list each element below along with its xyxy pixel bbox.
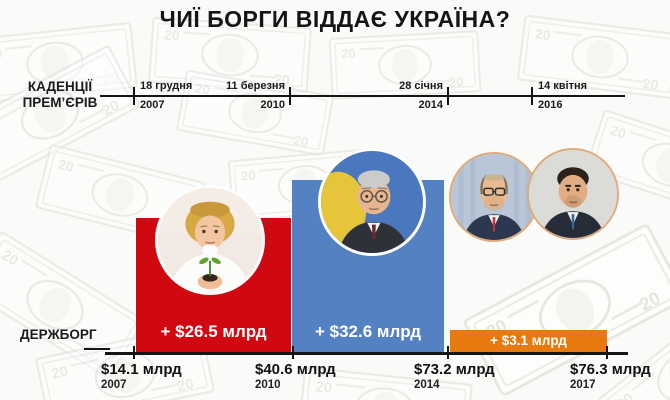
debt-axis-tick-2007 (133, 346, 135, 359)
timeline-date: 11 березня (226, 80, 285, 92)
debt-axis (105, 352, 628, 355)
timeline-year: 2016 (538, 99, 563, 111)
debt-value: $76.3 млрд (570, 361, 651, 378)
groysman-photo (527, 148, 619, 240)
debt-axis-point: $73.2 млрд 2014 (414, 361, 534, 391)
debt-year: 2007 (101, 379, 127, 391)
yatsenyuk-portrait-drawing (451, 154, 537, 240)
debt-axis-tick-2017 (606, 346, 608, 359)
debt-bar-orange-label: + $3.1 млрд (490, 333, 567, 348)
tymoshenko-photo (155, 185, 265, 295)
timeline-date: 28 січня (399, 80, 443, 92)
debt-axis-tick-2010 (292, 346, 294, 359)
page-title: ЧИЇ БОРГИ ВІДДАЄ УКРАЇНА? (159, 6, 511, 32)
timeline-label-line1: КАДЕНЦІЇ (27, 79, 93, 94)
azarov-portrait-drawing (321, 151, 423, 253)
timeline-year: 2007 (140, 99, 165, 111)
debt-axis-label: ДЕРЖБОРГ (20, 327, 97, 342)
money-bill-decor (0, 9, 160, 221)
debt-year: 2014 (414, 379, 440, 391)
debt-bar-red-label: + $26.5 млрд (160, 322, 267, 341)
groysman-portrait-drawing (529, 150, 617, 238)
timeline-label: КАДЕНЦІЇ ПРЕМ’ЄРІВ (14, 79, 106, 111)
debt-axis-point: $14.1 млрд 2007 (101, 361, 221, 391)
timeline-tick-2007 (133, 87, 135, 105)
debt-value: $40.6 млрд (255, 361, 336, 378)
debt-bar-orange: + $3.1 млрд (450, 330, 607, 353)
debt-axis-point: $76.3 млрд 2017 (570, 361, 670, 391)
debt-value: $73.2 млрд (414, 361, 495, 378)
debt-axis-point: $40.6 млрд 2010 (255, 361, 375, 391)
timeline-year: 2010 (260, 99, 285, 111)
timeline-date: 18 грудня (140, 80, 193, 92)
timeline-tick-2014 (447, 87, 449, 105)
debt-year: 2017 (570, 379, 596, 391)
debt-bar-blue-label: + $32.6 млрд (314, 322, 422, 341)
debt-axis-tick-2014 (447, 346, 449, 359)
yatsenyuk-photo (449, 152, 539, 242)
timeline-date: 14 квітня (538, 80, 588, 92)
timeline-axis (100, 95, 625, 97)
timeline-label-line2: ПРЕМ’ЄРІВ (22, 95, 98, 111)
debt-year: 2010 (255, 379, 281, 391)
debt-axis-connector (84, 348, 110, 350)
tymoshenko-portrait-drawing (158, 188, 262, 292)
money-bill-decor (168, 26, 342, 200)
azarov-photo (318, 148, 426, 256)
timeline-tick-2010 (289, 87, 291, 105)
timeline-year: 2014 (418, 99, 443, 111)
debt-value: $14.1 млрд (101, 361, 182, 378)
timeline-tick-2016 (531, 87, 533, 105)
